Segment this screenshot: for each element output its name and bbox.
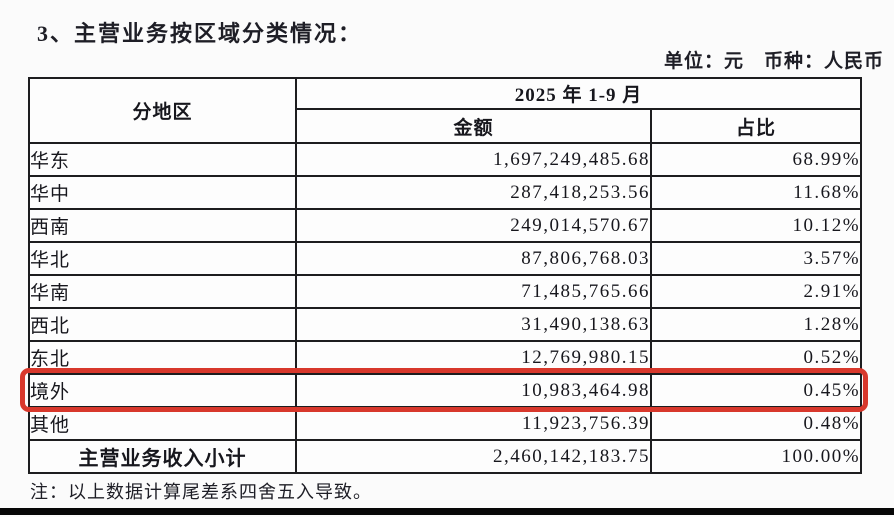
- header-share: 占比: [649, 108, 863, 144]
- table-row: 西北 31,490,138.63 1.28%: [28, 307, 863, 342]
- region-cell: 境外: [28, 373, 297, 408]
- header-amount: 金额: [295, 108, 652, 144]
- table-row: 东北 12,769,980.15 0.52%: [28, 340, 863, 375]
- amount-cell: 31,490,138.63: [295, 307, 652, 342]
- header-period: 2025 年 1-9 月: [294, 77, 863, 110]
- amount-cell: 12,769,980.15: [295, 340, 652, 375]
- table-row: 西南 249,014,570.67 10.12%: [28, 208, 863, 243]
- table-row: 华东 1,697,249,485.68 68.99%: [28, 142, 863, 177]
- bottom-black-bar: [0, 508, 894, 515]
- amount-cell: 71,485,765.66: [295, 274, 652, 309]
- amount-cell: 249,014,570.67: [295, 208, 652, 243]
- unit-currency-label: 单位：元 币种：人民币: [663, 51, 884, 72]
- share-cell: 11.68%: [649, 175, 863, 210]
- table-row: 其他 11,923,756.39 0.48%: [28, 406, 863, 441]
- table-row-highlighted: 境外 10,983,464.98 0.45%: [28, 373, 863, 408]
- region-cell: 华南: [28, 274, 297, 309]
- share-cell: 2.91%: [649, 274, 863, 309]
- footnote: 注：以上数据计算尾差系四舍五入导致。: [30, 482, 372, 502]
- share-cell: 10.12%: [649, 208, 863, 243]
- table-row: 华南 71,485,765.66 2.91%: [28, 274, 863, 309]
- region-cell: 西南: [28, 208, 297, 243]
- amount-cell: 287,418,253.56: [295, 175, 652, 210]
- amount-cell: 87,806,768.03: [295, 241, 652, 276]
- table-row: 华北 87,806,768.03 3.57%: [28, 241, 863, 276]
- total-label-cell: 主营业务收入小计: [28, 439, 297, 474]
- region-cell: 华北: [28, 241, 297, 276]
- region-cell: 其他: [28, 406, 297, 441]
- share-cell: 68.99%: [649, 142, 863, 177]
- header-row-metrics: 金额 占比: [29, 108, 863, 144]
- share-cell: 0.52%: [649, 340, 863, 375]
- amount-cell: 10,983,464.98: [295, 373, 652, 408]
- total-amount-cell: 2,460,142,183.75: [295, 439, 652, 474]
- share-cell: 0.45%: [649, 373, 863, 408]
- header-row-period: 分地区 2025 年 1-9 月: [28, 77, 863, 144]
- region-cell: 东北: [28, 340, 297, 375]
- total-share-cell: 100.00%: [649, 439, 863, 474]
- share-cell: 1.28%: [649, 307, 863, 342]
- region-revenue-table: 分地区 2025 年 1-9 月 金额 占比 华东 1,697,249,485.…: [28, 77, 863, 474]
- header-region: 分地区: [28, 77, 297, 144]
- region-cell: 西北: [28, 307, 297, 342]
- section-title: 3、主营业务按区域分类情况：: [37, 21, 363, 46]
- amount-cell: 1,697,249,485.68: [295, 142, 652, 177]
- table-row-total: 主营业务收入小计 2,460,142,183.75 100.00%: [28, 439, 863, 474]
- region-cell: 华中: [28, 175, 297, 210]
- amount-cell: 11,923,756.39: [295, 406, 652, 441]
- share-cell: 3.57%: [649, 241, 863, 276]
- table-row: 华中 287,418,253.56 11.68%: [28, 175, 863, 210]
- region-cell: 华东: [28, 142, 297, 177]
- share-cell: 0.48%: [649, 406, 863, 441]
